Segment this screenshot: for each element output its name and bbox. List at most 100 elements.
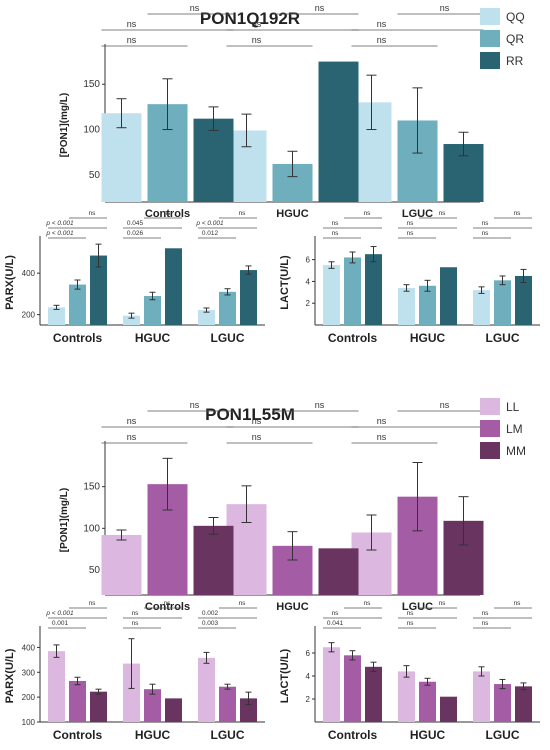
category-label: HGUC (276, 208, 308, 220)
y-axis-label: [PON1](mg/L) (59, 93, 70, 157)
legends: QQ QR RR LL LM MM (480, 8, 526, 459)
bar (473, 290, 490, 325)
significance-label: ns (377, 19, 387, 29)
legend-swatch (480, 30, 500, 47)
bar (365, 254, 382, 325)
category-label: LGUC (486, 331, 520, 345)
bar (419, 681, 436, 722)
bar (494, 280, 511, 325)
y-tick-label: 2 (306, 695, 311, 704)
chart-4: 50 100 150 [PON1](mg/L) Controls HGUC LGUC ns ns… (59, 400, 484, 613)
y-tick-label: 200 (22, 693, 36, 702)
significance-label: ns (482, 220, 490, 227)
significance-label: ns (252, 19, 262, 29)
legend-1: QQ QR RR (480, 8, 525, 69)
significance-label: p < 0.001 (45, 220, 74, 227)
bar (198, 310, 215, 325)
bar (90, 691, 107, 722)
y-tick-label: 100 (83, 125, 100, 136)
bar (344, 257, 361, 325)
category-label: HGUC (135, 331, 171, 345)
bar (440, 696, 457, 722)
bar (515, 275, 532, 325)
significance-label: ns (164, 210, 172, 217)
bar (494, 684, 511, 722)
significance-label: ns (315, 400, 325, 410)
significance-label: 0.012 (202, 230, 219, 237)
y-tick-label: 150 (83, 482, 100, 493)
chart-1: 50 100 150 [PON1](mg/L) Controls HGUC LGUC ns ns… (59, 3, 484, 220)
bar (318, 61, 359, 203)
significance-label: ns (252, 35, 262, 45)
bar (48, 307, 65, 325)
y-tick-label: 50 (89, 565, 101, 576)
y-tick-label: 2 (306, 299, 311, 308)
y-tick-label: 400 (22, 269, 36, 278)
y-axis-label: [PON1](mg/L) (59, 488, 70, 552)
legend-swatch (480, 420, 500, 437)
category-label: Controls (328, 331, 378, 345)
significance-label: ns (127, 416, 137, 426)
bar (144, 689, 161, 722)
legend-swatch (480, 52, 500, 69)
significance-label: ns (439, 210, 447, 217)
category-label: HGUC (276, 601, 308, 613)
legend-swatch (480, 398, 500, 415)
bar (198, 657, 215, 722)
significance-label: ns (364, 210, 372, 217)
bar (515, 686, 532, 722)
y-tick-label: 300 (22, 668, 36, 677)
significance-label: 0.041 (327, 620, 344, 627)
significance-label: ns (164, 600, 172, 607)
y-tick-label: 150 (83, 79, 100, 90)
significance-label: ns (132, 620, 140, 627)
significance-label: ns (377, 432, 387, 442)
y-tick-label: 100 (83, 523, 100, 534)
significance-label: ns (252, 432, 262, 442)
significance-label: 0.045 (127, 220, 144, 227)
chart-5: 100 200 300 400 PARX(U/L) Controls HGUC LGUC 0.0… (4, 600, 265, 742)
legend-label: MM (506, 444, 526, 458)
bar (193, 118, 234, 202)
category-label: Controls (328, 728, 378, 742)
bar (144, 295, 161, 325)
category-label: HGUC (410, 331, 446, 345)
y-tick-label: 6 (306, 256, 311, 265)
y-tick-label: 50 (89, 170, 101, 181)
significance-label: p < 0.001 (195, 220, 224, 227)
bar (365, 666, 382, 722)
legend-2: LL LM MM (480, 398, 526, 459)
bar (240, 270, 257, 325)
significance-label: ns (440, 3, 450, 13)
significance-label: ns (407, 610, 415, 617)
bar (240, 698, 257, 722)
bar (69, 680, 86, 722)
y-axis-label: PARX(U/L) (4, 255, 16, 310)
legend-label: LL (506, 400, 520, 414)
bar (193, 525, 234, 595)
category-label: LGUC (486, 728, 520, 742)
y-tick-label: 4 (306, 672, 311, 681)
bar (323, 265, 340, 325)
significance-label: ns (514, 600, 522, 607)
bar (219, 686, 236, 722)
bar (123, 663, 140, 722)
section-title-q192r: PON1Q192R (200, 9, 300, 28)
bar (473, 671, 490, 722)
y-tick-label: 4 (306, 277, 311, 286)
legend-label: QQ (506, 10, 525, 24)
significance-label: ns (440, 400, 450, 410)
bar (398, 287, 415, 325)
significance-label: ns (332, 220, 340, 227)
significance-label: ns (127, 35, 137, 45)
significance-label: 0.002 (202, 610, 219, 617)
category-label: Controls (145, 208, 190, 220)
y-tick-label: 6 (306, 649, 311, 658)
bar (398, 671, 415, 722)
legend-label: RR (506, 54, 524, 68)
category-label: LGUC (211, 728, 245, 742)
bar (419, 285, 436, 325)
category-label: Controls (145, 601, 190, 613)
